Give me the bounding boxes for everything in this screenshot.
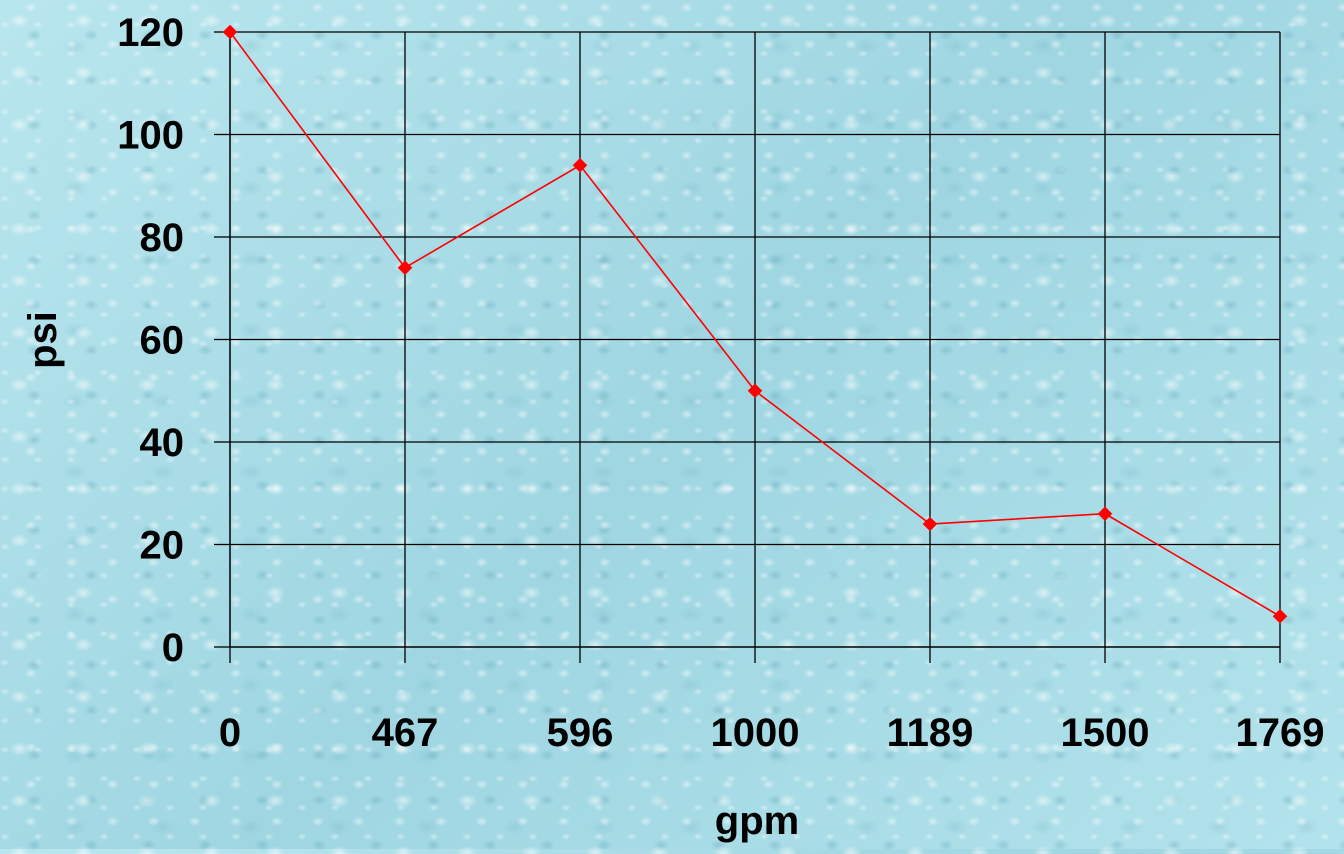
data-point-marker	[1097, 506, 1113, 522]
y-tick-label: 60	[140, 319, 185, 363]
x-tick-label: 0	[219, 711, 241, 755]
series-group	[222, 24, 1288, 624]
x-axis-title: gpm	[715, 799, 799, 843]
data-point-marker	[222, 24, 238, 40]
y-tick-label: 100	[117, 114, 184, 158]
tick-labels: 0 20 40 60 80 100 120 0 467 596 1000 1189 1500 1769	[117, 11, 1324, 755]
x-tick-label: 1500	[1061, 711, 1150, 755]
y-tick-label: 20	[140, 524, 185, 568]
y-tick-label: 0	[162, 626, 184, 670]
data-point-marker	[747, 383, 763, 399]
data-point-marker	[572, 157, 588, 173]
x-tick-label: 1000	[711, 711, 800, 755]
x-tick-label: 467	[372, 711, 439, 755]
y-axis-title: psi	[21, 311, 65, 369]
x-tick-label: 1769	[1236, 711, 1325, 755]
y-tick-label: 40	[140, 421, 185, 465]
x-tick-label: 596	[547, 711, 614, 755]
data-point-marker	[1272, 608, 1288, 624]
x-tick-label: 1189	[887, 711, 974, 755]
y-tick-label: 80	[140, 216, 185, 260]
y-tick-label: 120	[117, 11, 184, 55]
data-point-marker	[922, 516, 938, 532]
grid	[230, 31, 1281, 647]
data-point-marker	[397, 260, 413, 276]
axes	[214, 31, 1281, 663]
